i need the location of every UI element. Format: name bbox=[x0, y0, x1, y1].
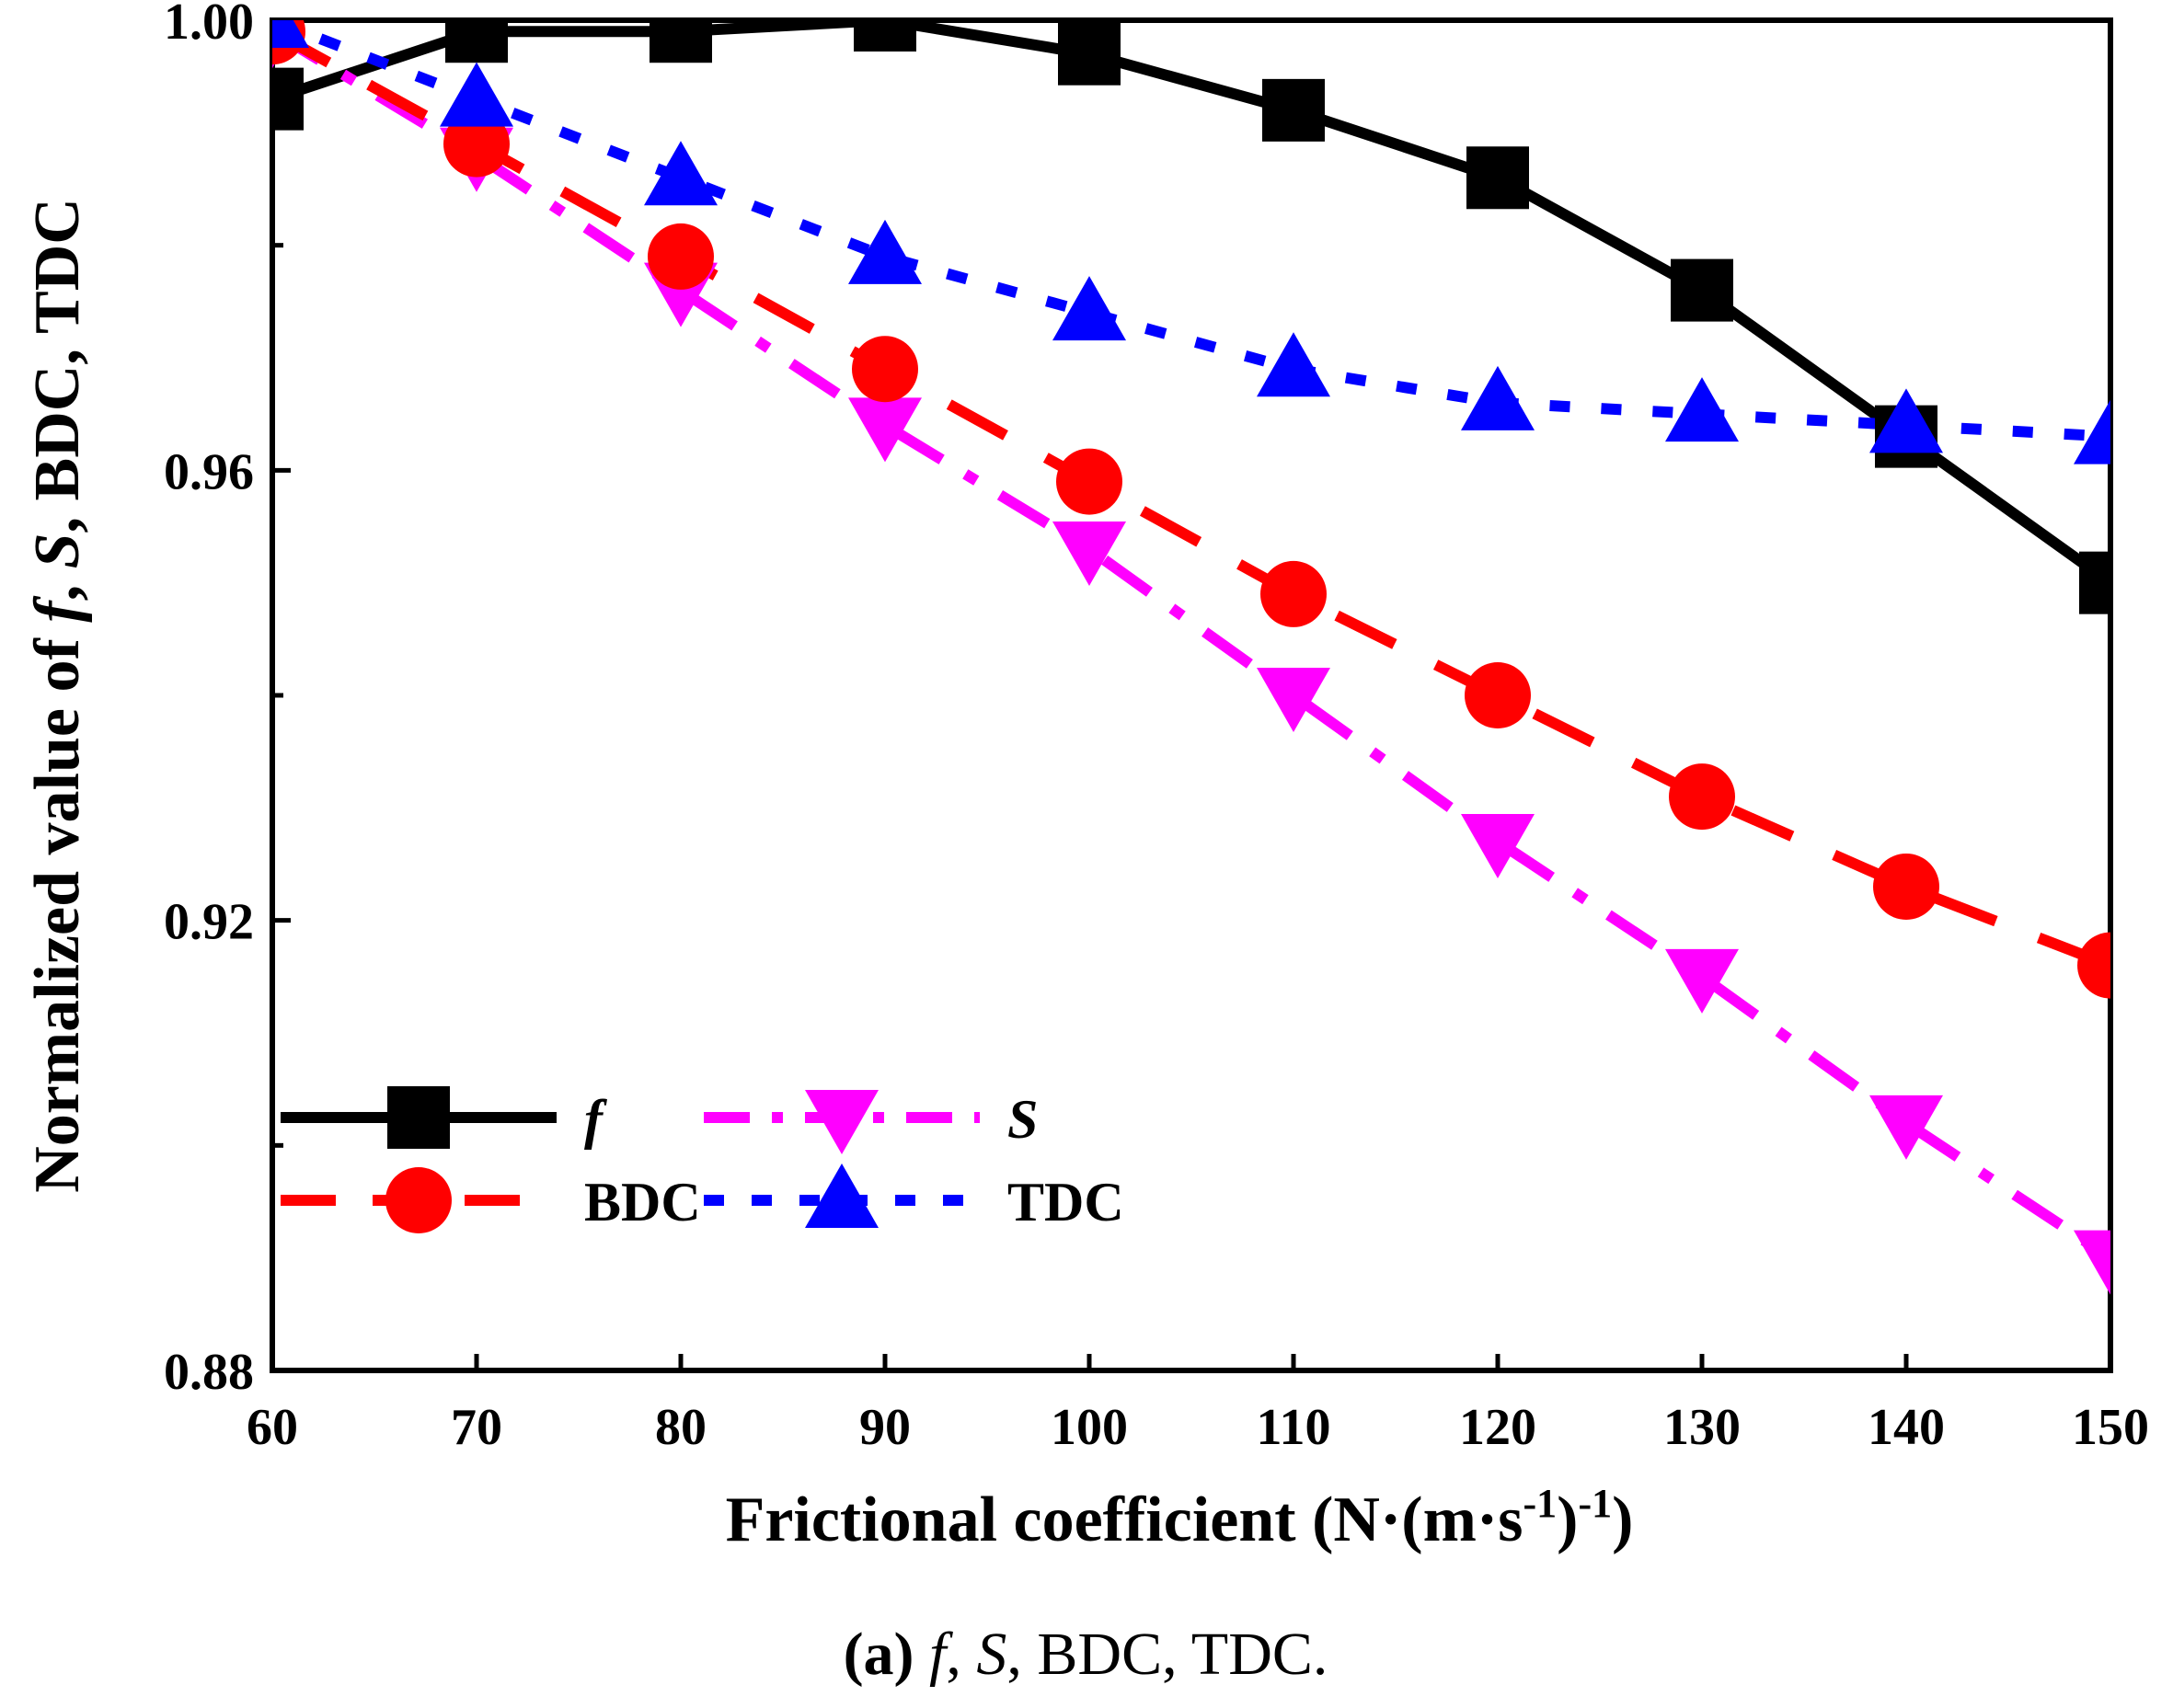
legend-label: S bbox=[1007, 1089, 1038, 1150]
data-point-tdc bbox=[1257, 332, 1330, 397]
series-markers-f bbox=[272, 20, 2110, 614]
data-point-tdc bbox=[644, 141, 718, 206]
legend-item-bdc: BDC bbox=[281, 1167, 701, 1233]
data-point-tdc bbox=[848, 219, 922, 284]
data-point-f bbox=[1466, 146, 1529, 210]
x-tick-label: 130 bbox=[1663, 1399, 1741, 1456]
data-point-bdc bbox=[2077, 932, 2110, 999]
legend-label: TDC bbox=[1007, 1172, 1124, 1232]
legend-marker bbox=[385, 1167, 452, 1233]
legend-label: f bbox=[584, 1089, 607, 1150]
legend-label: BDC bbox=[584, 1172, 701, 1232]
legend-item-s: S bbox=[704, 1089, 1038, 1154]
data-point-bdc bbox=[1669, 763, 1735, 831]
data-point-f bbox=[854, 20, 916, 52]
series-line-s bbox=[272, 27, 2110, 1263]
legend: f S BDC TDC bbox=[281, 1086, 1124, 1233]
plot-frame bbox=[270, 17, 2113, 1373]
x-tick-label: 150 bbox=[2072, 1399, 2149, 1456]
data-point-f bbox=[1671, 258, 1733, 322]
x-tick-label: 80 bbox=[655, 1399, 707, 1456]
figure-caption: (a) f, S, BDC, TDC. bbox=[844, 1621, 1328, 1688]
data-point-tdc bbox=[1665, 377, 1739, 442]
series-markers-bdc bbox=[272, 20, 2110, 999]
data-point-bdc bbox=[1260, 560, 1327, 627]
legend-marker bbox=[387, 1086, 450, 1149]
data-point-f bbox=[2079, 551, 2110, 614]
x-tick-label: 140 bbox=[1868, 1399, 1945, 1456]
series-line-tdc bbox=[272, 20, 2110, 442]
data-point-tdc bbox=[1869, 388, 1943, 453]
data-point-f bbox=[1262, 78, 1325, 142]
axis-ticks bbox=[270, 17, 2113, 1373]
series-markers-s bbox=[272, 20, 2110, 1295]
data-point-tdc bbox=[2074, 399, 2110, 464]
data-point-bdc bbox=[1465, 662, 1531, 728]
series-line-bdc bbox=[272, 26, 2110, 971]
data-point-bdc bbox=[1056, 448, 1122, 515]
data-point-tdc bbox=[272, 20, 309, 48]
x-tick-label: 120 bbox=[1459, 1399, 1536, 1456]
legend-item-f: f bbox=[281, 1086, 607, 1150]
data-point-tdc bbox=[1052, 276, 1126, 341]
y-tick-label: 1.00 bbox=[164, 0, 254, 51]
data-point-bdc bbox=[1873, 853, 1939, 920]
x-tick-label: 100 bbox=[1051, 1399, 1128, 1456]
data-point-f bbox=[1058, 22, 1121, 86]
data-point-s bbox=[1052, 521, 1126, 586]
data-point-f bbox=[272, 67, 304, 131]
legend-item-tdc: TDC bbox=[704, 1164, 1124, 1232]
tick-labels: 60 70 80 90 100 110 120 130 140 150 0.88 0.92 0.96 1.… bbox=[164, 0, 2149, 1456]
legend-marker bbox=[805, 1090, 879, 1154]
data-point-bdc bbox=[443, 110, 510, 178]
data-point-tdc bbox=[1461, 365, 1535, 430]
data-point-s bbox=[1869, 1095, 1943, 1160]
series-markers-tdc bbox=[272, 20, 2110, 464]
x-tick-label: 70 bbox=[451, 1399, 502, 1456]
data-point-f bbox=[445, 20, 508, 63]
data-point-f bbox=[650, 20, 712, 63]
series-line-f bbox=[272, 20, 2110, 588]
series-lines bbox=[272, 20, 2110, 1263]
y-axis-title: Normalized value of f, S, BDC, TDC bbox=[22, 198, 93, 1193]
data-point-s bbox=[848, 397, 922, 463]
series-markers bbox=[272, 20, 2110, 1295]
y-tick-label: 0.88 bbox=[164, 1344, 254, 1401]
x-tick-label: 60 bbox=[247, 1399, 298, 1456]
x-tick-label: 110 bbox=[1257, 1399, 1331, 1456]
x-axis-title: Frictional coefficient (N·(m·s-1)-1) bbox=[726, 1481, 1634, 1555]
data-point-bdc bbox=[852, 336, 918, 403]
data-point-s bbox=[1665, 948, 1739, 1014]
y-tick-label: 0.92 bbox=[164, 894, 254, 951]
data-point-s bbox=[1461, 814, 1535, 879]
x-tick-label: 90 bbox=[859, 1399, 911, 1456]
y-tick-label: 0.96 bbox=[164, 443, 254, 500]
data-point-bdc bbox=[648, 223, 714, 290]
data-point-s bbox=[2074, 1230, 2110, 1295]
data-point-s bbox=[1257, 668, 1330, 732]
data-point-tdc bbox=[440, 62, 513, 127]
legend-marker bbox=[805, 1164, 879, 1228]
